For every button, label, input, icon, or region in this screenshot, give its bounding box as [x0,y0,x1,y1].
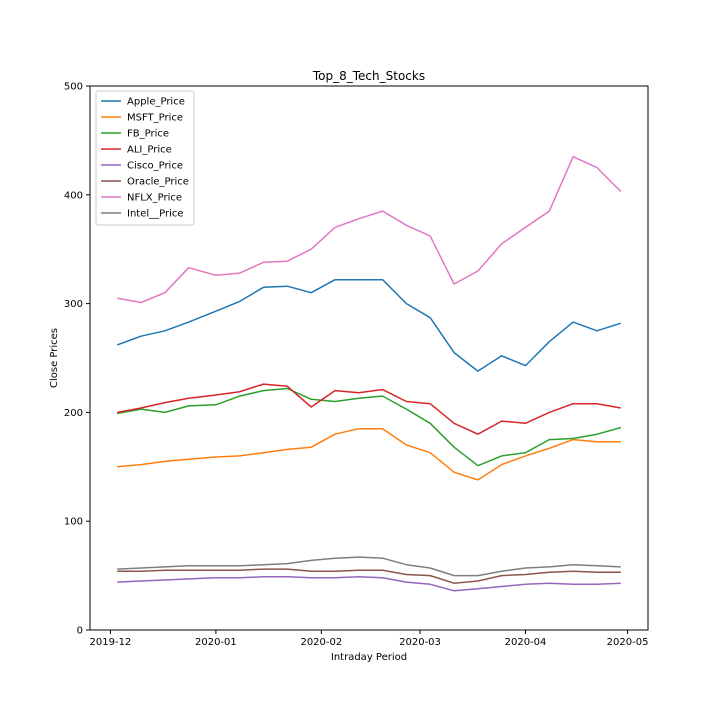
x-tick-label-2: 2020-02 [300,637,342,648]
y-axis-label: Close Prices [49,328,60,388]
x-tick-label-4: 2020-04 [505,637,547,648]
legend-label-3: ALI_Price [127,145,172,156]
x-tick-label-3: 2020-03 [399,637,441,648]
x-tick-label-5: 2020-05 [607,637,649,648]
series-line-0 [116,278,622,372]
y-tick-label-5: 500 [64,82,83,93]
axes: 0 100 200 300 400 500 2019-12 2020-01 2020-02 202… [64,82,649,649]
legend-label-1: MSFT_Price [127,113,183,124]
x-axis-label: Intraday Period [331,652,407,663]
y-tick-label-3: 300 [64,299,83,310]
y-tick-label-2: 200 [64,408,83,419]
legend-label-5: Oracle_Price [127,177,189,188]
series-line-1 [117,427,621,481]
legend-label-7: Intel__Price [127,209,184,220]
series-line-2 [117,387,622,467]
y-tick-label-0: 0 [77,626,83,637]
legend: Apple_Price MSFT_Price FB_Price ALI_Price Ci… [95,90,195,226]
legend-label-2: FB_Price [127,129,169,140]
x-tick-label-1: 2020-01 [195,637,237,648]
series-lines [116,155,622,592]
plot-frame [89,85,649,631]
series-line-4 [117,575,621,592]
series-line-3 [117,383,621,435]
series-line-6 [117,155,622,304]
y-tick-label-1: 100 [64,517,83,528]
legend-label-6: NFLX_Price [127,193,182,204]
x-tick-label-0: 2019-12 [90,637,132,648]
series-line-5 [117,568,621,584]
chart-title: Top_8_Tech_Stocks [312,69,425,83]
y-tick-label-4: 400 [64,190,83,201]
series-line-7 [117,556,621,577]
legend-label-0: Apple_Price [127,97,185,108]
legend-label-4: Cisco_Price [127,161,183,172]
legend-box [95,90,195,226]
